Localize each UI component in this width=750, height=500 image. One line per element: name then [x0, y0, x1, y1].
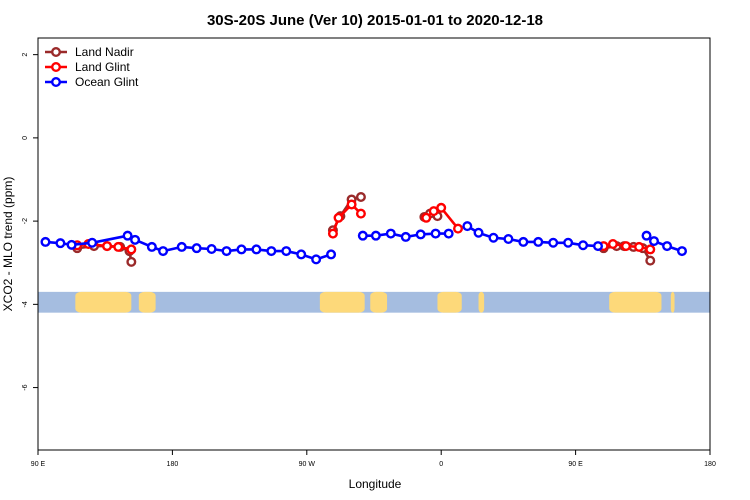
legend-label-1: Land Glint	[75, 60, 130, 74]
series-1-point-1-0	[327, 228, 338, 239]
series-1-point-2-3	[453, 223, 464, 234]
land-segment-7	[670, 291, 675, 313]
x-tick-label-5: 180	[704, 461, 716, 468]
land-segment-0	[75, 291, 132, 313]
series-2-point-0-0	[40, 236, 51, 247]
series-2	[40, 221, 688, 265]
land-segment-2	[319, 291, 365, 313]
series-2-point-1-8	[251, 244, 262, 255]
x-tick-label-4: 90 E	[568, 461, 583, 468]
series-1-point-1-3	[355, 208, 366, 219]
series-2-point-3-8	[578, 240, 589, 251]
y-tick-label-3: -4	[22, 301, 29, 307]
x-tick-label-2: 90 W	[299, 461, 316, 468]
series-1-point-0-2	[102, 241, 113, 252]
series-1-point-0-3	[113, 241, 124, 252]
series-2-point-2-1	[370, 230, 381, 241]
series-0-point-0-5	[126, 256, 137, 267]
series-2-point-1-10	[281, 246, 292, 257]
x-axis: 90 E 180 90 W 0 90 E 180	[31, 450, 716, 468]
series-2-point-2-5	[430, 228, 441, 239]
x-tick-label-0: 90 E	[31, 461, 46, 468]
series-2-point-0-4	[122, 230, 133, 241]
y-tick-label-4: -6	[22, 384, 29, 390]
legend-marker-1	[51, 62, 62, 73]
series-2-point-3-5	[533, 236, 544, 247]
series-2-point-1-12	[311, 254, 322, 265]
series-2-point-2-3	[400, 231, 411, 242]
land-segment-5	[478, 291, 485, 313]
series-2-point-4-2	[662, 241, 673, 252]
series-1-point-2-0	[421, 212, 432, 223]
series-2-point-1-4	[191, 243, 202, 254]
series-2-point-2-2	[385, 228, 396, 239]
y-tick-label-2: -2	[22, 218, 29, 224]
y-axis: 2 0 -2 -4 -6	[22, 53, 38, 391]
series-2-point-3-7	[563, 237, 574, 248]
series-2-point-3-0	[462, 221, 473, 232]
series-2-point-0-2	[66, 239, 77, 250]
series-2-point-1-5	[206, 243, 217, 254]
series-1-point-0-4	[126, 244, 137, 255]
y-tick-label-1: 0	[22, 136, 29, 140]
series-2-point-3-1	[473, 227, 484, 238]
land-ocean-band	[38, 291, 710, 313]
series-1-point-1-1	[333, 212, 344, 223]
land-segment-4	[437, 291, 462, 313]
series-1-point-3-2	[621, 241, 632, 252]
land-segment-1	[138, 291, 156, 313]
series-layer	[40, 191, 688, 267]
series-2-point-3-9	[593, 241, 604, 252]
series-2-point-1-11	[296, 249, 307, 260]
series-1-point-1-2	[346, 199, 357, 210]
series-2-point-4-0	[641, 230, 652, 241]
series-1-point-3-4	[645, 244, 656, 255]
series-2-point-1-9	[266, 246, 277, 257]
series-2-line-3	[466, 224, 599, 248]
series-2-point-1-6	[221, 246, 232, 257]
series-1	[72, 199, 656, 255]
series-2-point-4-1	[649, 236, 660, 247]
series-1-point-3-3	[634, 241, 645, 252]
series-2-point-1-2	[158, 246, 169, 257]
series-2-point-3-6	[548, 237, 559, 248]
land-segment-6	[609, 291, 662, 313]
x-tick-label-1: 180	[167, 461, 179, 468]
series-2-point-3-3	[503, 234, 514, 245]
legend-label-0: Land Nadir	[75, 45, 134, 59]
series-2-point-2-4	[415, 229, 426, 240]
series-1-point-3-1	[607, 238, 618, 249]
series-2-point-1-7	[236, 244, 247, 255]
x-axis-label: Longitude	[349, 477, 402, 491]
series-2-point-4-3	[677, 246, 688, 257]
series-0-point-3-5	[645, 255, 656, 266]
series-2-point-2-6	[443, 228, 454, 239]
series-1-line-1	[331, 202, 362, 235]
series-2-point-2-0	[357, 230, 368, 241]
series-2-point-1-13	[326, 249, 337, 260]
y-axis-label: XCO2 - MLO trend (ppm)	[1, 177, 15, 312]
series-2-point-1-0	[130, 234, 141, 245]
series-2-point-3-4	[518, 236, 529, 247]
series-1-point-2-2	[436, 202, 447, 213]
series-2-point-0-1	[55, 238, 66, 249]
land-segment-3	[370, 291, 388, 313]
x-tick-label-3: 0	[439, 461, 443, 468]
legend-marker-0	[51, 47, 62, 58]
series-2-point-1-3	[176, 241, 187, 252]
legend-marker-2	[51, 76, 62, 87]
chart-title: 30S-20S June (Ver 10) 2015-01-01 to 2020…	[207, 12, 543, 29]
series-2-point-0-3	[87, 237, 98, 248]
legend-label-2: Ocean Glint	[75, 75, 139, 89]
series-2-point-3-2	[488, 232, 499, 243]
plot-frame	[37, 37, 711, 451]
series-2-point-1-1	[146, 241, 157, 252]
y-tick-label-0: 2	[22, 53, 29, 57]
series-0-point-1-3	[355, 191, 366, 202]
